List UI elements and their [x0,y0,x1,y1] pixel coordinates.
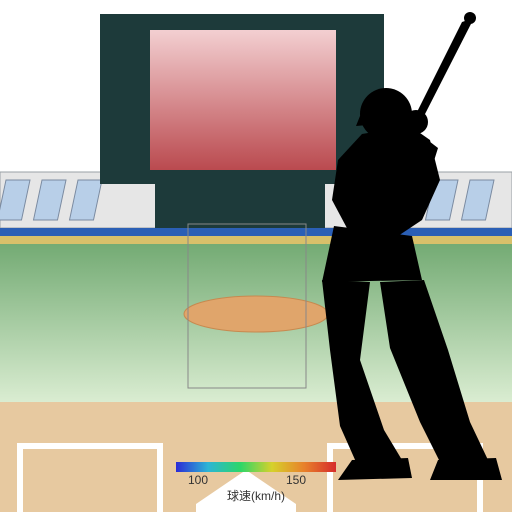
scoreboard-neck [155,184,325,228]
scene-svg: 100 150球速(km/h) [0,0,512,512]
scoreboard-screen [150,30,336,170]
warning-track-top [0,228,512,236]
speed-legend-label: 球速(km/h) [227,489,285,503]
speed-legend-bar [176,462,336,472]
speed-legend-tick: 150 [286,473,306,487]
pitch-location-diagram: 100 150球速(km/h) [0,0,512,512]
warning-track-bottom [0,236,512,244]
speed-legend-tick: 100 [188,473,208,487]
